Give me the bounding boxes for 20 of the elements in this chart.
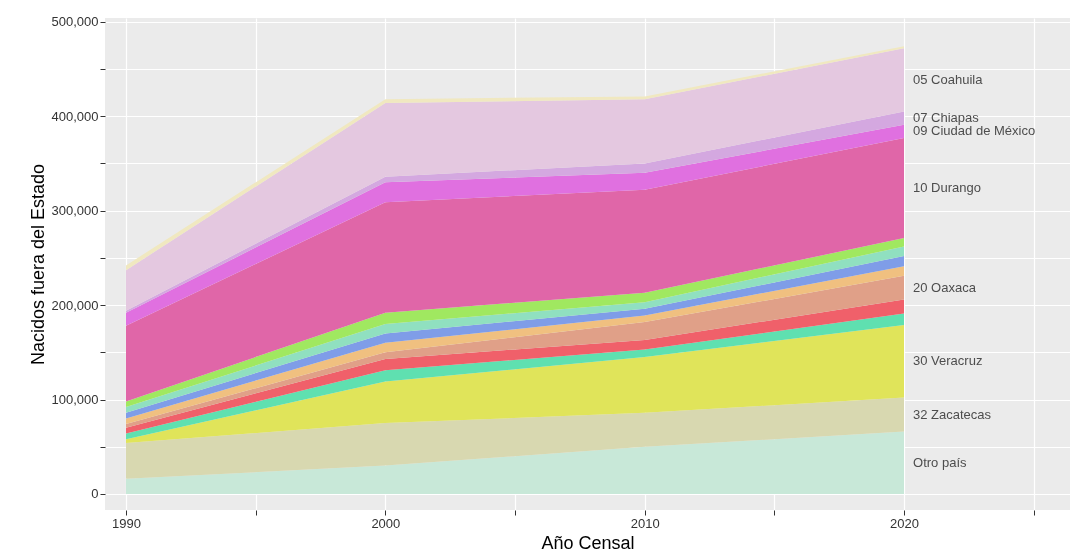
series-label: 05 Coahuila (913, 71, 984, 87)
y-axis-title: Nacidos fuera del Estado (27, 163, 48, 366)
x-tick-label: 2000 (371, 515, 401, 531)
y-tick-label: 0 (91, 486, 99, 502)
series-label: 09 Ciudad de México (913, 123, 1036, 139)
series-label: 20 Oaxaca (913, 279, 977, 295)
series-label: 30 Veracruz (913, 353, 983, 369)
y-tick-label: 100,000 (51, 392, 99, 408)
series-label: Otro país (913, 454, 967, 470)
y-tick-label: 200,000 (51, 297, 99, 313)
x-tick-label: 2020 (890, 515, 919, 531)
series-label: 07 Chiapas (913, 110, 980, 126)
series-label: 32 Zacatecas (913, 406, 992, 422)
x-tick-label: 2010 (630, 515, 660, 531)
y-tick-label: 300,000 (51, 203, 99, 219)
x-tick-label: 1990 (112, 515, 141, 531)
x-axis-title: Año Censal (541, 532, 635, 553)
y-tick-label: 500,000 (51, 14, 99, 30)
series-label: 10 Durango (913, 179, 981, 195)
y-tick-label: 400,000 (51, 108, 99, 124)
